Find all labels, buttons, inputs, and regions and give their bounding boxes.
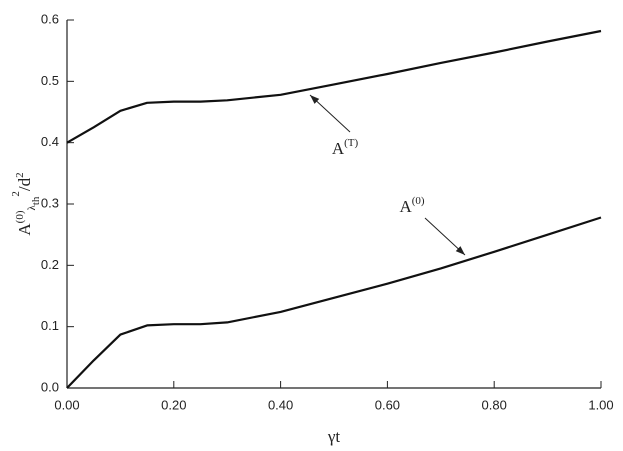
y-tick-label: 0.0 [41,379,59,394]
y-tick-label: 0.5 [41,73,59,88]
y-axis-label-part: /d [15,177,34,191]
x-tick-label: 0.60 [375,397,400,412]
x-tick-label: 0.80 [482,397,507,412]
annotation-arrowhead [455,246,465,255]
legend-label-main: A [332,139,345,158]
y-tick-label: 0.3 [41,195,59,210]
annotation-arrowhead [310,95,320,104]
y-tick-label: 0.6 [41,11,59,26]
legend-label: A(0) [399,195,424,216]
series-line [66,29,602,144]
y-tick-label: 0.2 [41,257,59,272]
legend-label-main: A [399,197,412,216]
y-tick-label: 0.1 [41,318,59,333]
y-axis-label-part: 2 [14,172,26,178]
y-axis-label-part: λ [26,205,38,211]
x-tick-label: 1.00 [588,397,613,412]
x-tick-label: 0.40 [268,397,293,412]
legend-label-sup: (T) [344,137,358,149]
series-line [66,216,602,389]
y-tick-label: 0.4 [41,134,59,149]
y-axis-label-part: A [15,223,34,236]
y-axis-label-part: (0) [14,210,26,223]
legend-label-sup: (0) [412,195,425,207]
y-axis-label: A(0)λth 2/d2 [10,172,42,235]
legend-label: A(T) [332,137,359,158]
y-axis-label-part: th [30,196,42,205]
y-axis-label-part: 2 [10,191,22,197]
x-axis-label: γt [327,427,341,446]
x-tick-label: 0.00 [54,397,79,412]
x-tick-label: 0.20 [161,397,186,412]
